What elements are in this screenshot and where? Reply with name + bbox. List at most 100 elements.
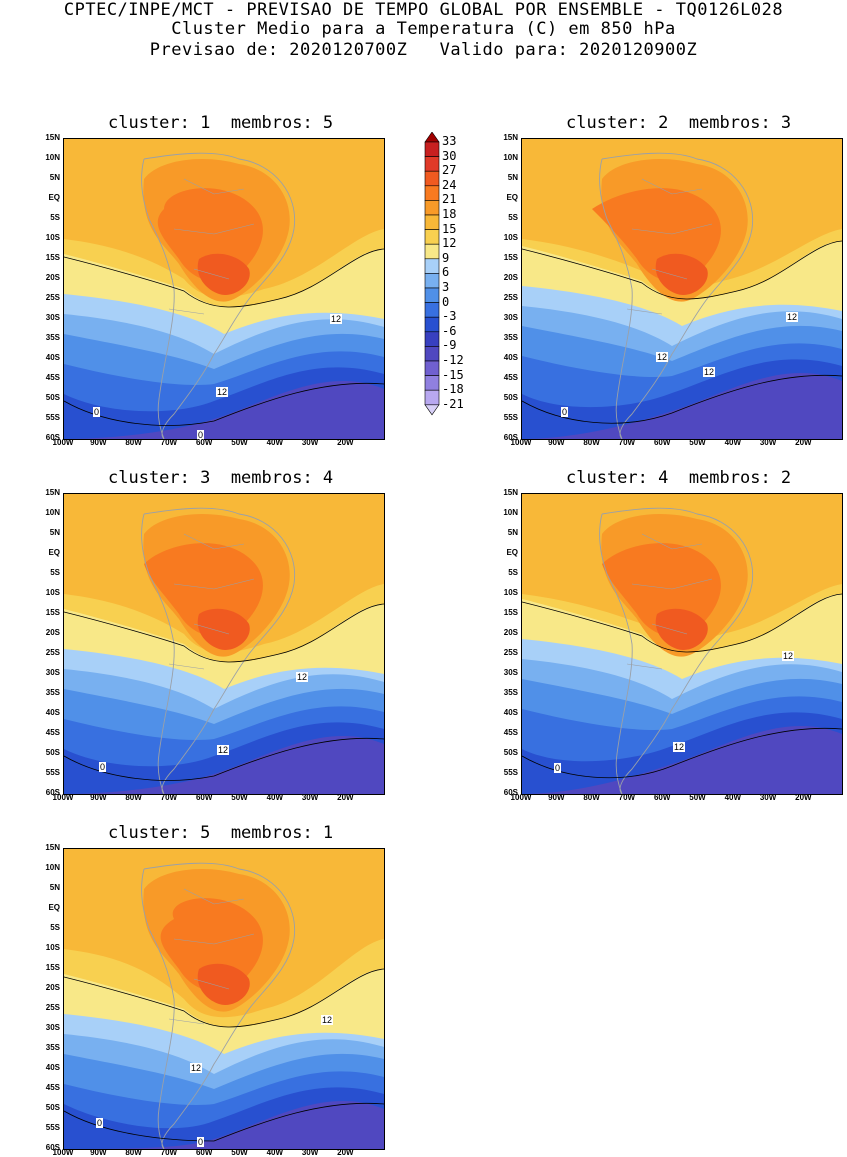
colorbar-swatch <box>424 214 440 230</box>
lon-tick-label: 70W <box>618 438 636 447</box>
contour-label: 12 <box>216 387 229 397</box>
lat-tick-label: 55S <box>45 1123 60 1132</box>
lat-tick-label: 60S <box>45 788 60 797</box>
contour-label: 0 <box>561 407 569 417</box>
lat-tick-label: 10S <box>503 233 518 242</box>
lat-tick-label: 5S <box>508 213 518 222</box>
lon-tick-label: 30W <box>759 438 777 447</box>
lat-tick-label: 15S <box>503 253 518 262</box>
lat-tick-label: 50S <box>45 1103 60 1112</box>
contour-label: 12 <box>190 1063 203 1073</box>
lat-tick-label: 30S <box>45 1023 60 1032</box>
colorbar-label: 30 <box>442 148 457 163</box>
colorbar-label: -18 <box>442 382 464 397</box>
contour-label: 12 <box>217 745 230 755</box>
colorbar-swatch <box>424 302 440 318</box>
lat-tick-label: 10S <box>45 943 60 952</box>
lat-tick-label: 5S <box>50 568 60 577</box>
lon-tick-label: 100W <box>510 793 532 802</box>
lon-tick-label: 70W <box>618 793 636 802</box>
lon-tick-label: 40W <box>266 793 284 802</box>
contour-label: 12 <box>673 742 686 752</box>
lat-tick-label: 15N <box>45 133 60 142</box>
lat-tick-label: 10S <box>503 588 518 597</box>
map-panel-4 <box>521 493 843 795</box>
lat-tick-label: 60S <box>45 1143 60 1152</box>
colorbar-top-arrow <box>424 132 440 143</box>
lat-tick-label: 50S <box>45 393 60 402</box>
lon-tick-label: 50W <box>231 1148 248 1157</box>
lat-tick-label: 5N <box>507 528 518 537</box>
lat-tick-label: 40S <box>45 1063 60 1072</box>
lat-tick-label: 10N <box>503 153 518 162</box>
contour-label: 12 <box>656 352 669 362</box>
map-2-svg <box>522 139 842 439</box>
lat-tick-label: 35S <box>45 688 60 697</box>
lon-tick-label: 90W <box>90 438 107 447</box>
contour-label: 0 <box>554 763 562 773</box>
colorbar-label: 15 <box>442 221 457 236</box>
lat-tick-label: 25S <box>503 293 518 302</box>
contour-label: 12 <box>786 312 799 322</box>
lat-tick-label: 40S <box>503 353 518 362</box>
lon-tick-label: 20W <box>795 793 812 802</box>
colorbar-label: 27 <box>442 163 457 178</box>
lon-tick-label: 70W <box>160 438 178 447</box>
colorbar-swatch <box>424 287 440 303</box>
contour-label: 0 <box>93 407 101 417</box>
panel-1-title: cluster: 1 membros: 5 <box>108 113 334 133</box>
contour-label: 0 <box>197 1137 205 1147</box>
map-panel-2 <box>521 138 843 440</box>
colorbar-swatch <box>424 360 440 376</box>
lon-tick-label: 30W <box>301 1148 319 1157</box>
lat-tick-label: 45S <box>45 373 60 382</box>
panel-5-title: cluster: 5 membros: 1 <box>108 823 334 843</box>
lat-tick-label: EQ <box>48 193 60 202</box>
lat-tick-label: 15N <box>45 488 60 497</box>
colorbar-label: 24 <box>442 177 457 192</box>
lon-tick-label: 90W <box>548 793 565 802</box>
lat-tick-label: 55S <box>45 413 60 422</box>
colorbar-label: 0 <box>442 294 450 309</box>
lon-tick-label: 50W <box>231 793 248 802</box>
map-panel-1 <box>63 138 385 440</box>
lat-tick-label: 20S <box>45 628 60 637</box>
panel-4-title: cluster: 4 membros: 2 <box>566 468 792 488</box>
lon-tick-label: 40W <box>724 438 742 447</box>
lon-tick-label: 80W <box>125 1148 142 1157</box>
lat-tick-label: 15S <box>45 608 60 617</box>
lat-tick-label: 35S <box>45 333 60 342</box>
colorbar-swatch <box>424 316 440 333</box>
lat-tick-label: 60S <box>503 788 518 797</box>
lon-tick-label: 50W <box>689 793 706 802</box>
lon-tick-label: 90W <box>548 438 565 447</box>
contour-label: 0 <box>197 430 205 440</box>
colorbar-swatch <box>424 331 440 347</box>
header-line-2: Cluster Medio para a Temperatura (C) em … <box>171 19 676 39</box>
lat-tick-label: 10N <box>45 508 60 517</box>
lat-tick-label: EQ <box>48 903 60 912</box>
colorbar-label: 12 <box>442 236 457 251</box>
lat-tick-label: 15S <box>45 963 60 972</box>
lat-tick-label: 10N <box>45 153 60 162</box>
lat-tick-label: EQ <box>48 548 60 557</box>
colorbar-label: -21 <box>442 396 464 411</box>
header-line-3: Previsao de: 2020120700Z Valido para: 20… <box>149 40 698 60</box>
lat-tick-label: 30S <box>503 313 518 322</box>
colorbar-swatch <box>424 156 440 172</box>
contour-label: 12 <box>703 367 716 377</box>
colorbar-swatch <box>424 346 440 362</box>
colorbar-swatch <box>424 200 440 216</box>
colorbar-swatch <box>424 273 440 289</box>
lat-tick-label: 45S <box>503 373 518 382</box>
colorbar-swatch <box>424 141 440 157</box>
contour-label: 0 <box>96 1118 104 1128</box>
map-5-svg <box>64 849 384 1149</box>
map-4-svg <box>522 494 842 794</box>
colorbar-label: -6 <box>442 323 457 338</box>
lat-tick-label: 5S <box>508 568 518 577</box>
lat-tick-label: 5S <box>50 923 60 932</box>
colorbar-swatch <box>424 375 440 391</box>
colorbar-label: 33 <box>442 134 457 148</box>
colorbar-swatch <box>424 389 440 406</box>
